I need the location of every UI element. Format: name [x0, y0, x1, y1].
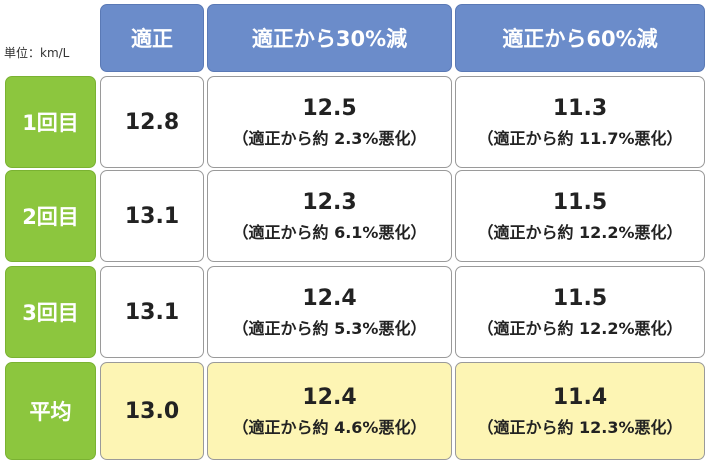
row-header: 平均 [5, 362, 96, 460]
cell-note: （適正から約 2.3%悪化） [232, 128, 427, 148]
column-header: 適正から60%減 [455, 4, 705, 72]
cell-note: （適正から約 11.7%悪化） [477, 128, 683, 148]
column-header: 適正 [100, 4, 204, 72]
cell-value: 11.3 [552, 95, 608, 121]
cell-value: 11.5 [552, 285, 608, 311]
table-cell: 11.5 （適正から約 12.2%悪化） [455, 266, 705, 358]
cell-value: 12.4 [302, 384, 357, 410]
cell-value: 12.5 [302, 95, 357, 121]
table-cell: 11.4 （適正から約 12.3%悪化） [455, 362, 705, 460]
unit-label: 単位：km/L [4, 46, 70, 60]
table-cell: 12.5 （適正から約 2.3%悪化） [207, 76, 452, 168]
table-cell: 12.3 （適正から約 6.1%悪化） [207, 170, 452, 262]
cell-value: 13.1 [124, 203, 180, 229]
cell-note: （適正から約 5.3%悪化） [232, 318, 427, 338]
cell-value: 12.4 [302, 285, 357, 311]
table-cell: 13.0 [100, 362, 204, 460]
cell-note: （適正から約 4.6%悪化） [232, 417, 427, 437]
cell-note: （適正から約 12.2%悪化） [477, 318, 683, 338]
table-cell: 12.4 （適正から約 4.6%悪化） [207, 362, 452, 460]
cell-value: 13.1 [124, 299, 180, 325]
cell-value: 13.0 [124, 398, 180, 424]
row-header: 1回目 [5, 76, 96, 168]
cell-note: （適正から約 6.1%悪化） [232, 222, 427, 242]
table-cell: 11.5 （適正から約 12.2%悪化） [455, 170, 705, 262]
row-header: 3回目 [5, 266, 96, 358]
table-cell: 11.3 （適正から約 11.7%悪化） [455, 76, 705, 168]
table-cell: 13.1 [100, 170, 204, 262]
cell-value: 11.5 [552, 189, 608, 215]
table-cell: 12.8 [100, 76, 204, 168]
cell-value: 12.3 [302, 189, 357, 215]
cell-note: （適正から約 12.2%悪化） [477, 222, 683, 242]
cell-note: （適正から約 12.3%悪化） [477, 417, 683, 437]
table-cell: 13.1 [100, 266, 204, 358]
cell-value: 11.4 [552, 384, 608, 410]
table-cell: 12.4 （適正から約 5.3%悪化） [207, 266, 452, 358]
column-header: 適正から30%減 [207, 4, 452, 72]
row-header: 2回目 [5, 170, 96, 262]
cell-value: 12.8 [124, 109, 180, 135]
